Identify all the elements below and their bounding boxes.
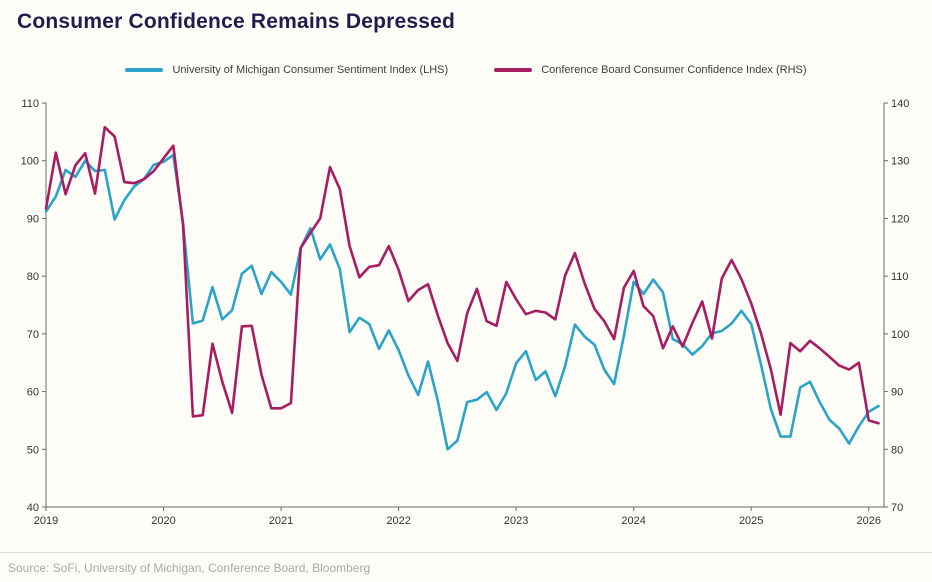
left-axis-label: 60 bbox=[27, 387, 39, 399]
right-axis-label: 120 bbox=[891, 213, 909, 225]
conference-board-series-line bbox=[44, 125, 880, 425]
x-axis-label: 2023 bbox=[504, 515, 528, 527]
source-note: Source: SoFi, University of Michigan, Co… bbox=[8, 561, 371, 575]
x-axis-label: 2025 bbox=[739, 515, 763, 527]
chart-title: Consumer Confidence Remains Depressed bbox=[17, 10, 456, 33]
legend-label-umich: University of Michigan Consumer Sentimen… bbox=[172, 64, 449, 76]
left-axis-label: 90 bbox=[27, 213, 39, 225]
left-axis-label: 80 bbox=[27, 271, 39, 283]
legend-item-umich: University of Michigan Consumer Sentimen… bbox=[125, 64, 448, 76]
right-axis-label: 130 bbox=[891, 156, 909, 168]
left-axis-label: 110 bbox=[21, 98, 39, 110]
left-axis-label: 70 bbox=[27, 329, 39, 341]
x-axis-label: 2024 bbox=[621, 515, 645, 527]
dual-axis-line-chart: 110 100 90 80 70 60 50 40 140 130 120 110 100 90 80 70 2… bbox=[21, 98, 910, 527]
x-axis-label: 2019 bbox=[34, 515, 58, 527]
left-axis-label: 50 bbox=[27, 444, 39, 456]
umich-series-line bbox=[44, 153, 880, 451]
footer-divider bbox=[0, 552, 932, 553]
conference-board-line-swatch bbox=[494, 68, 533, 72]
right-axis-label: 140 bbox=[891, 98, 909, 110]
right-axis-label: 70 bbox=[891, 502, 903, 514]
x-axis-label: 2020 bbox=[151, 515, 175, 527]
legend-item-conference-board: Conference Board Consumer Confidence Ind… bbox=[494, 64, 807, 76]
legend: University of Michigan Consumer Sentimen… bbox=[0, 64, 932, 76]
x-axis-label: 2026 bbox=[856, 515, 880, 527]
x-axis-label: 2022 bbox=[386, 515, 410, 527]
umich-line-swatch bbox=[125, 68, 164, 72]
right-axis-label: 80 bbox=[891, 444, 903, 456]
left-axis-label: 100 bbox=[21, 156, 39, 168]
right-axis-label: 110 bbox=[891, 271, 909, 283]
right-axis-label: 100 bbox=[891, 329, 909, 341]
x-axis-label: 2021 bbox=[269, 515, 293, 527]
left-axis-label: 40 bbox=[27, 502, 39, 514]
legend-label-conference-board: Conference Board Consumer Confidence Ind… bbox=[541, 64, 807, 76]
right-axis-label: 90 bbox=[891, 387, 903, 399]
